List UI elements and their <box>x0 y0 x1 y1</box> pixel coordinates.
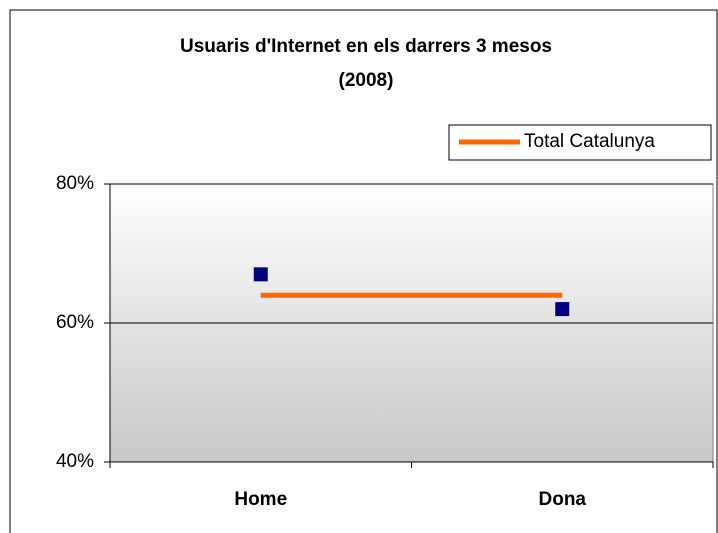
chart-frame <box>9 9 718 533</box>
y-tick-label: 40% <box>56 451 94 472</box>
x-tick-label: Home <box>234 489 287 510</box>
data-point <box>555 302 570 317</box>
x-tick-label: Dona <box>539 489 587 510</box>
y-tick-label: 80% <box>56 173 94 194</box>
chart-title: Usuaris d'Internet en els darrers 3 meso… <box>180 36 552 57</box>
y-tick-label: 60% <box>56 312 94 333</box>
legend: Total Catalunya <box>448 124 712 161</box>
data-point <box>253 267 268 282</box>
chart-title: (2008) <box>339 70 394 91</box>
legend-label: Total Catalunya <box>524 131 655 152</box>
